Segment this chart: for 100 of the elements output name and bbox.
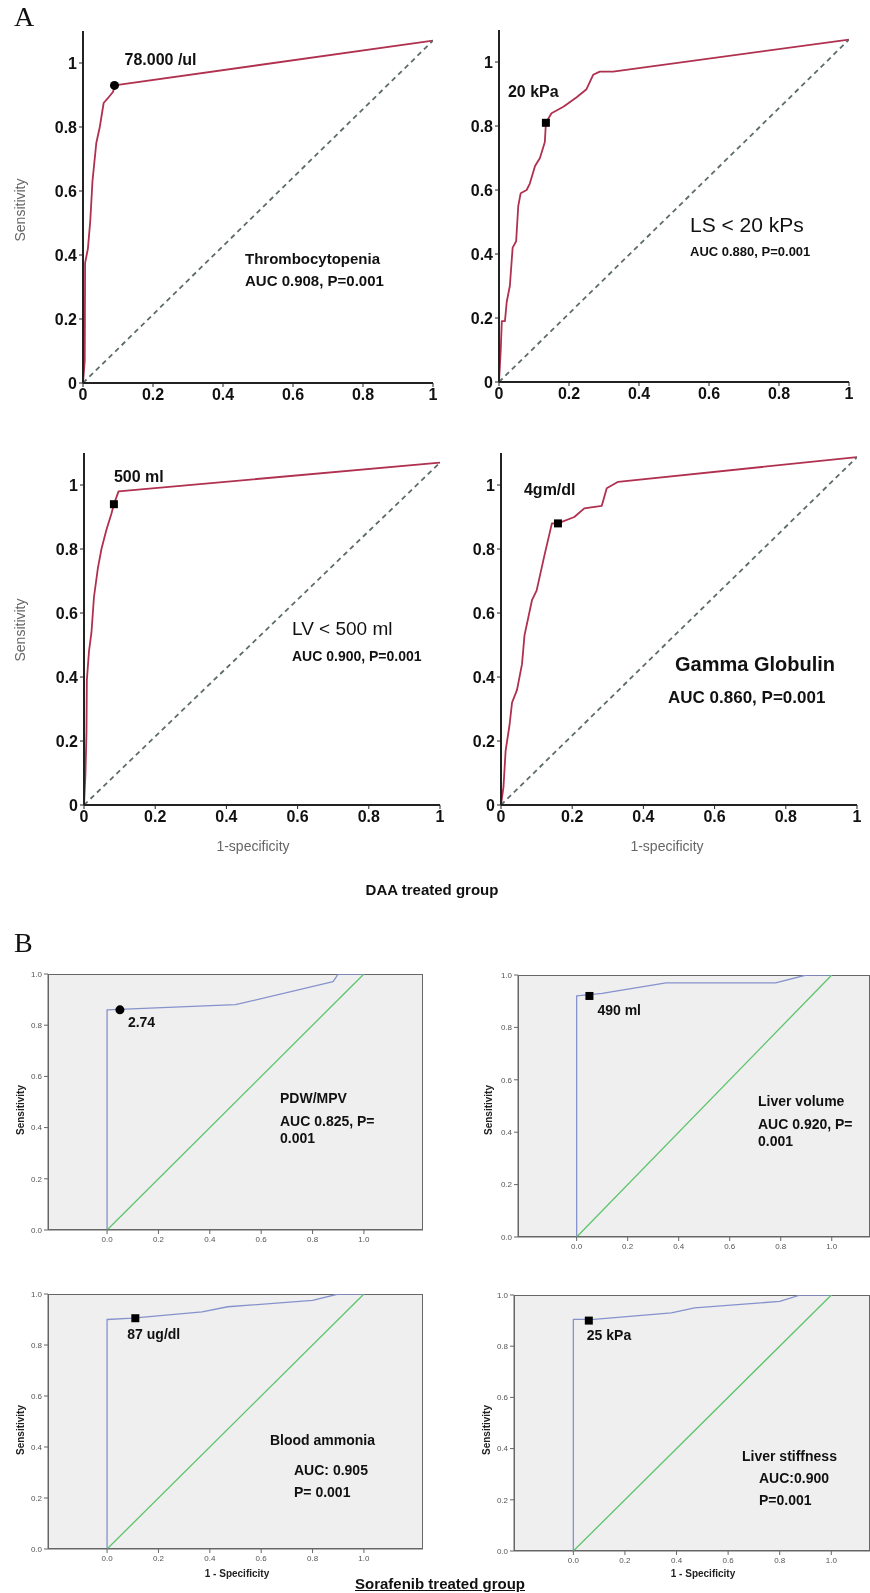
y-tick-label: 0.6 — [470, 181, 494, 199]
x-tick-label: 1 — [844, 385, 854, 403]
x-axis-title: 1-specificity — [629, 838, 705, 854]
y-tick-label: 1.0 — [30, 969, 43, 979]
x-tick-label: 1.0 — [826, 1241, 838, 1251]
x-tick-label: 0.4 — [673, 1241, 685, 1251]
y-tick-label: 0.6 — [54, 182, 78, 200]
x-tick-label: 1.0 — [358, 1234, 371, 1244]
x-tick-label: 0.8 — [306, 1234, 319, 1244]
y-tick-label: 0.6 — [55, 604, 79, 622]
y-tick-label: 0.4 — [470, 245, 494, 263]
y-tick-label: 0.0 — [30, 1225, 43, 1235]
annotation: Blood ammonia — [270, 1432, 376, 1449]
y-tick-label: 1.0 — [30, 1289, 43, 1299]
x-tick-label: 0.4 — [632, 808, 655, 826]
x-tick-label: 0.4 — [627, 385, 651, 403]
y-tick-label: 1.0 — [496, 1290, 509, 1300]
x-tick-label: 0.6 — [255, 1553, 268, 1563]
annotation: AUC 0.880, P=0.001 — [690, 244, 811, 260]
text: A — [14, 0, 35, 34]
text: Sorafenib treated group — [354, 1575, 526, 1592]
x-tick-label: 0.8 — [351, 386, 375, 404]
annotation: 490 ml — [597, 1001, 641, 1018]
annotation: 4gm/dl — [523, 481, 576, 500]
annotation: AUC 0.825, P= 0.001 — [280, 1113, 376, 1147]
x-tick-label: 0.4 — [670, 1555, 683, 1565]
y-tick-label: 0.8 — [472, 540, 496, 558]
x-tick-label: 0.0 — [567, 1555, 580, 1565]
x-tick-label: 0.6 — [703, 808, 726, 826]
y-tick-label: 0.4 — [55, 668, 79, 686]
y-tick-label: 0.2 — [30, 1174, 43, 1184]
annotation: AUC 0.900, P=0.001 — [292, 648, 422, 665]
x-tick-label: 0.6 — [697, 385, 721, 403]
y-axis-title: Sensitivity — [12, 598, 28, 662]
x-tick-label: 1.0 — [825, 1555, 838, 1565]
x-axis-title: 1-specificity — [215, 838, 291, 854]
annotation: 78.000 /ul — [124, 51, 197, 70]
y-tick-label: 0.8 — [470, 117, 494, 135]
x-axis-title: 1 - Specificity — [669, 1568, 737, 1579]
x-tick-label: 0.2 — [141, 386, 165, 404]
y-axis-title: Sensitivity — [482, 1084, 494, 1136]
y-tick-label: 0.0 — [496, 1546, 509, 1556]
annotation: Liver volume — [758, 1093, 845, 1110]
y-tick-label: 0.6 — [472, 604, 496, 622]
x-tick-label: 1 — [428, 386, 438, 404]
x-tick-label: 0.2 — [622, 1241, 634, 1251]
x-tick-label: 0.4 — [204, 1234, 216, 1244]
annotation: AUC 0.920, P= 0.001 — [758, 1116, 854, 1150]
x-tick-label: 0.8 — [767, 385, 791, 403]
y-tick-label: 0.6 — [500, 1075, 513, 1085]
annotation: PDW/MPV — [280, 1090, 347, 1107]
y-tick-label: 0.8 — [54, 118, 78, 136]
annotation: Thrombocytopenia — [245, 250, 381, 268]
text: DAA treated group — [364, 881, 500, 899]
annotation: 500 ml — [113, 468, 164, 487]
annotation: AUC 0.860, P=0.001 — [668, 688, 826, 709]
x-tick-label: 0.4 — [211, 386, 235, 404]
y-tick-label: 0.4 — [500, 1128, 513, 1138]
annotation: 2.74 — [127, 1013, 156, 1030]
x-tick-label: 0.2 — [561, 808, 584, 826]
y-tick-label: 1 — [68, 54, 78, 72]
y-tick-label: 0.0 — [30, 1544, 43, 1554]
y-tick-label: 0.4 — [496, 1444, 509, 1454]
y-tick-label: 1 — [69, 476, 79, 494]
annotation: Liver stiffness — [742, 1448, 837, 1465]
x-tick-label: 0.8 — [774, 1555, 786, 1565]
x-tick-label: 0.4 — [215, 808, 238, 826]
x-tick-label: 0.2 — [144, 808, 167, 826]
y-tick-label: 0.2 — [470, 309, 494, 327]
annotation: LS < 20 kPs — [690, 212, 804, 238]
y-tick-label: 0.8 — [55, 540, 79, 558]
y-tick-label: 0 — [484, 373, 494, 391]
annotation: LV < 500 ml — [292, 618, 393, 641]
y-tick-label: 0.8 — [496, 1342, 509, 1352]
y-axis-title: Sensitivity — [14, 1084, 26, 1136]
y-tick-label: 1 — [484, 53, 494, 71]
y-tick-label: 0.4 — [30, 1123, 43, 1133]
annotation: AUC:0.900 — [759, 1470, 830, 1487]
x-tick-label: 0.8 — [775, 1241, 787, 1251]
annotation: 20 kPa — [507, 82, 559, 101]
y-tick-label: 0 — [69, 796, 79, 814]
x-tick-label: 0.8 — [774, 808, 798, 826]
text: B — [14, 926, 33, 960]
y-tick-label: 0.6 — [30, 1072, 43, 1082]
y-tick-label: 0.8 — [30, 1021, 43, 1031]
y-tick-label: 0.2 — [472, 732, 496, 750]
y-tick-label: 0.2 — [496, 1495, 509, 1505]
y-tick-label: 0 — [68, 374, 78, 392]
y-tick-label: 0.8 — [500, 1023, 513, 1033]
y-tick-label: 0.4 — [30, 1442, 43, 1452]
x-tick-label: 0.6 — [255, 1234, 268, 1244]
y-tick-label: 0.4 — [54, 246, 78, 264]
y-tick-label: 0 — [486, 796, 496, 814]
y-tick-label: 0.6 — [30, 1391, 43, 1401]
y-tick-label: 0.2 — [500, 1180, 513, 1190]
x-tick-label: 0.2 — [619, 1555, 632, 1565]
x-tick-label: 1 — [852, 808, 862, 826]
annotation: AUC: 0.905 — [294, 1462, 368, 1479]
x-tick-label: 0.0 — [101, 1234, 114, 1244]
x-tick-label: 0.0 — [571, 1241, 583, 1251]
